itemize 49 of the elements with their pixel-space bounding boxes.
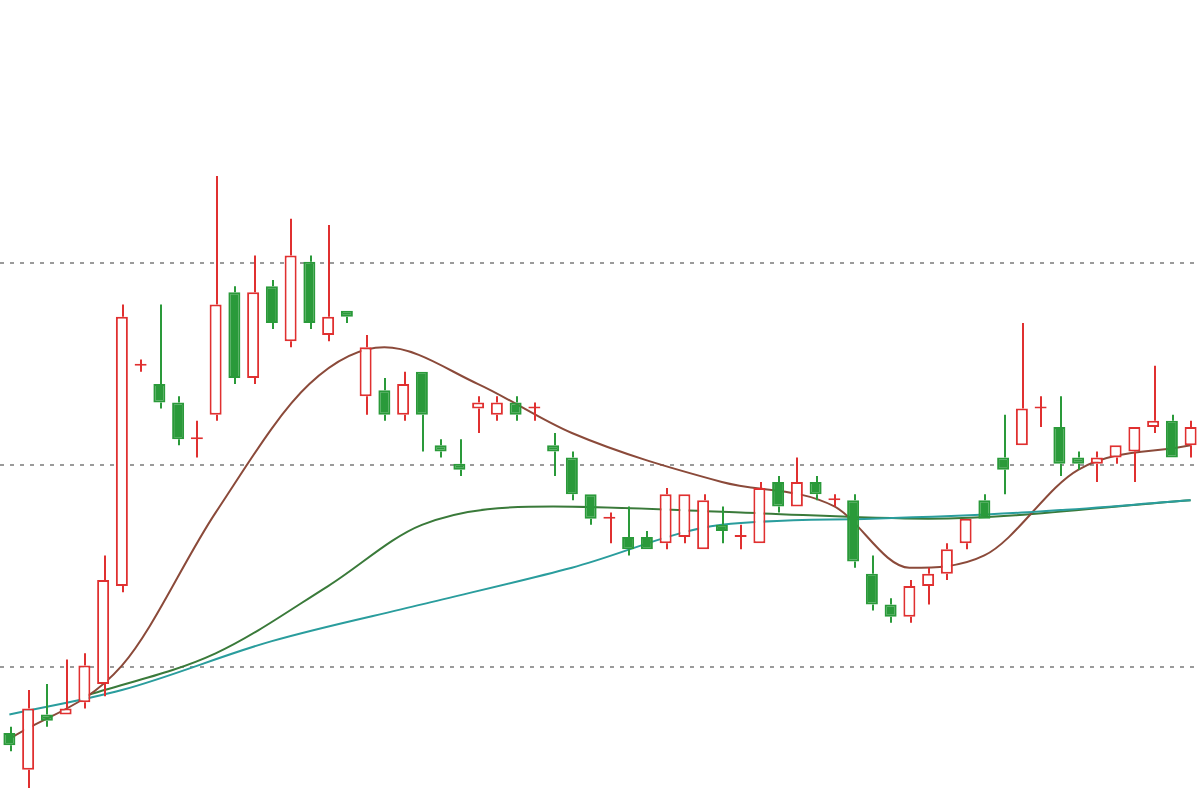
candlestick	[659, 487, 672, 551]
candlestick	[228, 285, 241, 386]
candlestick	[940, 542, 953, 581]
candlestick	[265, 279, 278, 330]
candlestick	[903, 578, 916, 624]
candlestick	[97, 554, 110, 698]
candlestick	[434, 438, 447, 459]
candlestick	[865, 554, 878, 612]
candlestick	[1072, 450, 1085, 471]
candlestick	[378, 376, 391, 422]
candlestick	[40, 682, 53, 728]
candlestick	[697, 493, 710, 550]
candlestick	[1053, 395, 1066, 477]
candlestick	[209, 175, 222, 422]
candlestick	[153, 303, 166, 410]
candlestick	[884, 597, 897, 624]
candlestick	[1147, 364, 1160, 435]
candlestick	[790, 456, 803, 507]
candlestick	[59, 658, 72, 715]
candlestick	[584, 494, 597, 526]
candlestick	[78, 652, 91, 710]
candlestick	[284, 217, 297, 349]
candlestick	[1165, 413, 1178, 458]
candlestick	[472, 395, 485, 435]
candlestick	[3, 725, 16, 753]
candlestick	[172, 395, 185, 447]
candlestick	[1015, 321, 1028, 446]
candlestick	[22, 689, 35, 789]
candlestick	[115, 303, 128, 594]
candlestick	[509, 395, 522, 422]
candlestick	[772, 474, 785, 514]
candlestick	[247, 254, 260, 386]
candlestick	[1090, 450, 1103, 483]
candlestick	[959, 518, 972, 551]
candlestick	[1128, 426, 1141, 483]
candlestick	[565, 450, 578, 502]
candlestick	[678, 494, 691, 545]
candlestick	[978, 493, 991, 519]
candlestick	[340, 310, 353, 324]
candlestick	[397, 370, 410, 422]
candlestick	[847, 493, 860, 569]
candlestick	[415, 371, 428, 453]
candlestick	[809, 474, 822, 502]
candlestick	[753, 481, 766, 544]
candlestick	[359, 334, 372, 416]
candlestick	[715, 505, 728, 545]
candlestick	[303, 254, 316, 330]
candlestick	[547, 432, 560, 477]
candlestick	[453, 438, 466, 477]
